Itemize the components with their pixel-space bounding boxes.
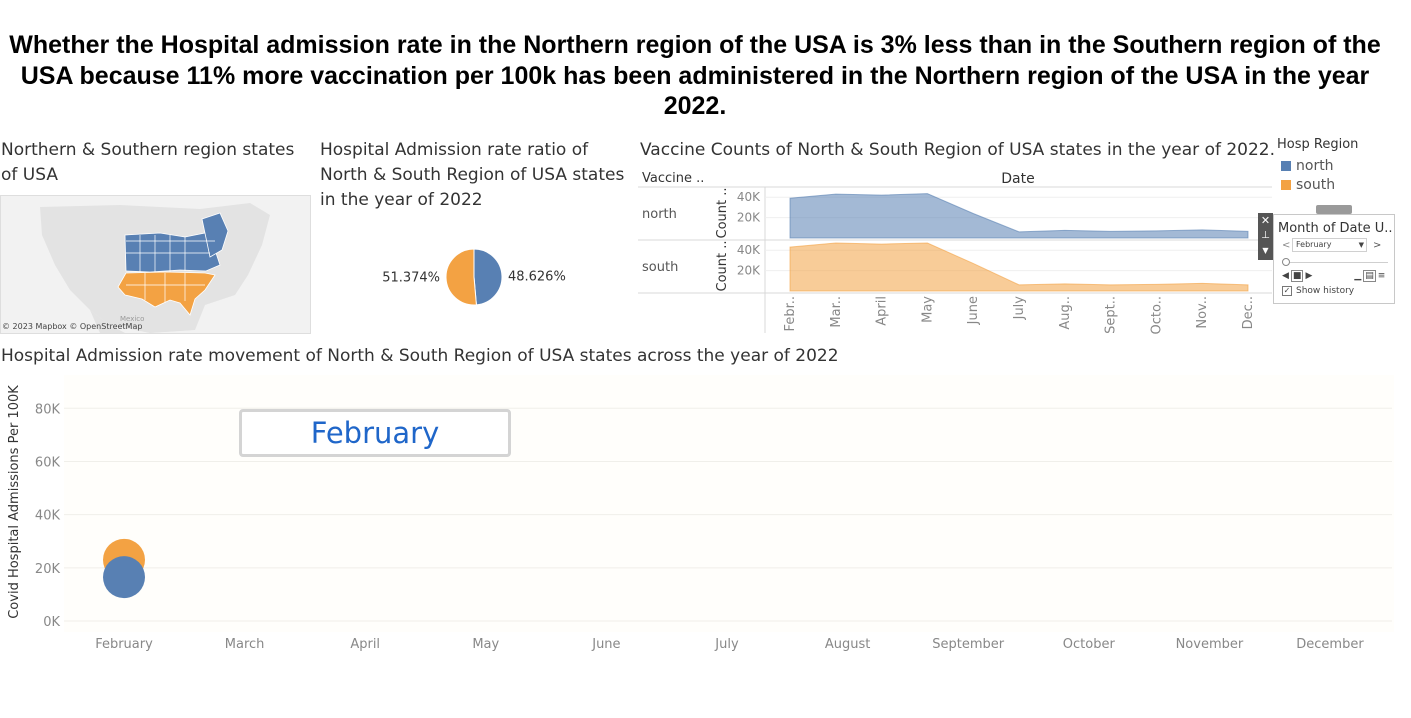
scatter-ylabel: Covid Hospital Admissions Per 100K [7,385,22,619]
scatter-ytick-label: 60K [35,455,61,470]
pie-title: Hospital Admission rate ratio of North &… [320,140,625,210]
northeast-states[interactable] [201,212,229,258]
month-slider[interactable] [1282,256,1388,268]
area-xtick-label: May [920,296,935,323]
area-ylabel-south: Count .. [715,240,730,291]
area-xtick-label: Mar.. [829,296,844,328]
scatter-xtick-label: June [591,637,620,652]
scatter-xtick-label: October [1063,637,1116,652]
filter-select-row: < February ▼ > [1282,238,1394,252]
area-xtick-label: Febr.. [783,296,798,331]
pie-slice-south[interactable] [445,248,477,306]
area-xtick-label: Sept.. [1104,296,1119,334]
area-ytick-label: 20K [737,211,761,225]
legend-swatch-north [1281,160,1291,171]
pin-icon[interactable]: ⊥ [1261,230,1270,241]
area-ytick-label: 40K [737,190,761,204]
play-back-icon[interactable]: ◀ [1282,271,1289,281]
scatter-ytick-label: 20K [35,562,61,577]
show-history-checkbox[interactable]: ✓ [1282,286,1292,296]
mexico-landmass [90,310,125,333]
scatter-ytick-label: 40K [35,509,61,524]
legend-label-north: north [1296,157,1334,174]
scatter-ytick-label: 80K [35,402,61,417]
area-xtick-label: Aug.. [1058,296,1073,330]
map-title: Northern & Southern region states of USA [1,140,295,185]
chevron-down-icon: ▼ [1358,241,1364,249]
month-select-value: February [1296,240,1332,249]
playback-controls: ◀ ■ ▶ ▁ ▤ ≡ [1282,270,1394,282]
next-month-button[interactable]: > [1373,239,1382,251]
current-month-label: February [239,409,511,457]
area-ylabel-north: Count .. [715,187,730,238]
area-row-header: Vaccine .. [642,171,704,186]
menu-dropdown-icon[interactable]: ▼ [1262,246,1269,255]
area-xtick-label: April [875,296,890,326]
area-ytick-label: 40K [737,243,761,257]
area-series-south[interactable] [789,242,1249,292]
area-title: Vaccine Counts of North & South Region o… [640,140,1276,160]
scatter-chart[interactable]: Covid Hospital Admissions Per 100K 0K 20K… [0,375,1400,660]
scatter-point-north[interactable] [103,556,145,599]
map-attribution: © 2023 Mapbox © OpenStreetMap [2,322,142,331]
scatter-xtick-label: September [932,637,1005,652]
slider-track [1282,262,1388,263]
filter-drag-handle[interactable] [1316,205,1352,214]
pie-chart[interactable]: 48.626% 51.374% [370,235,590,315]
scatter-xtick-label: November [1176,637,1244,652]
legend: Hosp Region north south [1277,137,1407,194]
scatter-xtick-label: February [95,637,153,652]
legend-label-south: south [1296,176,1336,193]
filter-title: Month of Date U.. [1278,221,1393,236]
dashboard-title: Whether the Hospital admission rate in t… [9,31,1381,120]
close-icon[interactable]: ✕ [1260,214,1271,227]
scatter-xtick-label: July [714,637,739,652]
play-forward-icon[interactable]: ▶ [1305,271,1313,281]
legend-title: Hosp Region [1277,137,1359,152]
speed-fast-icon[interactable]: ≡ [1377,271,1386,281]
area-row-south: south [642,260,678,275]
scatter-xtick-label: December [1296,637,1364,652]
show-history-row[interactable]: ✓ Show history [1282,286,1394,296]
legend-swatch-south [1281,179,1291,190]
page-filter-card: Month of Date U.. < February ▼ > ◀ ■ ▶ ▁… [1273,214,1395,304]
show-history-label: Show history [1296,286,1355,296]
stop-icon[interactable]: ■ [1290,270,1304,282]
speed-slow-icon[interactable]: ▁ [1354,271,1362,281]
us-region-map[interactable]: Mexico © 2023 Mapbox © OpenStreetMap [0,195,312,335]
area-xtick-label: June [966,296,981,325]
area-series-north[interactable] [789,193,1249,239]
north-region-states[interactable] [124,232,221,273]
scatter-xtick-label: March [225,637,265,652]
pie-label-north: 48.626% [508,269,566,284]
scatter-ytick-label: 0K [43,615,60,630]
area-xtick-label: Dec.. [1241,296,1256,329]
legend-item-south[interactable]: south [1277,175,1407,194]
mexico-label: Mexico [120,315,144,323]
filter-toolbar: ✕ ⊥ ▼ [1258,213,1273,260]
state-borders [126,235,215,303]
area-ytick-label: 20K [737,264,761,278]
area-xtick-label: Octo.. [1149,296,1164,334]
pie-label-south: 51.374% [382,271,440,286]
slider-thumb[interactable] [1282,258,1290,266]
speed-medium-icon[interactable]: ▤ [1363,270,1376,282]
scatter-title: Hospital Admission rate movement of Nort… [1,346,839,366]
area-xtick-label: Nov.. [1195,296,1210,329]
area-column-header: Date [1001,171,1034,187]
pie-slice-north[interactable] [473,248,503,306]
area-chart[interactable]: Vaccine .. Date north south Count .. Cou… [638,165,1272,335]
scatter-xtick-label: August [825,637,871,652]
prev-month-button[interactable]: < [1282,239,1291,251]
month-select[interactable]: February ▼ [1292,238,1367,252]
area-xtick-label: July [1012,296,1027,321]
legend-item-north[interactable]: north [1277,156,1407,175]
scatter-xtick-label: May [472,637,499,652]
south-region-states[interactable] [117,271,216,316]
scatter-xtick-label: April [350,637,380,652]
area-row-north: north [642,207,677,222]
